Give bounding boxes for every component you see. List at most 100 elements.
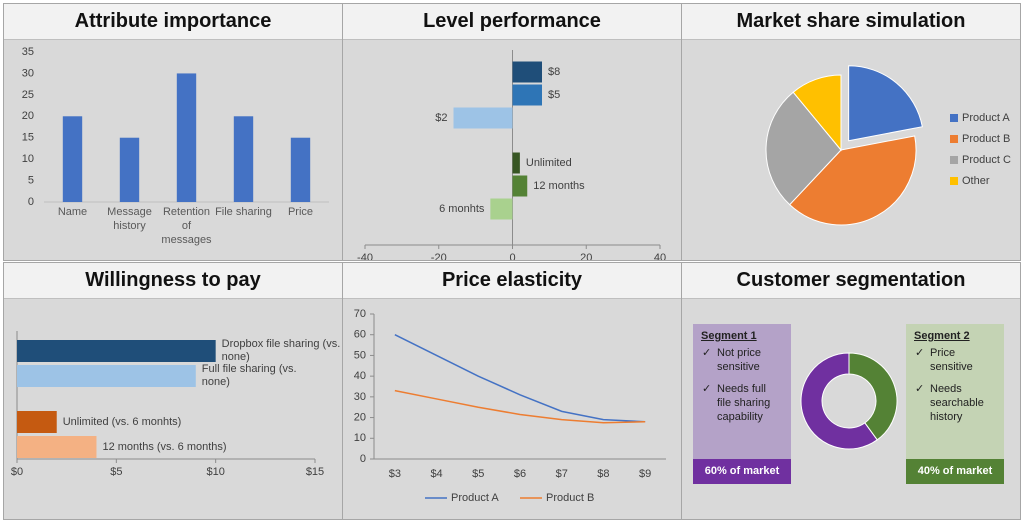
bar — [119, 137, 140, 202]
x-tick-label: $6 — [514, 468, 526, 480]
chart: Segment 1 Not price sensitive Needs full f… — [682, 299, 1020, 519]
label-box: Name — [58, 206, 87, 218]
chart: -40 -20 0 20 40 $8 $5 $2 Unlimited 12 months 6 mon… — [357, 50, 666, 260]
panel-title: Customer segmentation — [682, 263, 1020, 299]
label-box: 6 monhts — [414, 192, 484, 226]
label-box: Segment 1 Not price sensitive Needs full f… — [693, 324, 791, 484]
segment-point: Price sensitive — [915, 346, 996, 374]
label-wrap: 6 monhts — [414, 192, 484, 226]
label-box: $2 — [378, 101, 448, 135]
x-tick-label: Message history — [107, 206, 152, 232]
label-box: Price — [287, 206, 314, 218]
legend-label: Product A — [451, 492, 499, 504]
y-tick-label: 20 — [354, 411, 366, 423]
label-box: 12 months (vs. 6 months) — [102, 430, 227, 464]
segment-footer: 60% of market — [693, 459, 791, 484]
x-tick-label: $7 — [556, 468, 568, 480]
y-tick-label: 5 — [28, 174, 34, 186]
y-tick-label: 0 — [360, 453, 366, 465]
panel-title: Level performance — [343, 4, 681, 40]
legend-label: Product B — [962, 133, 1010, 145]
y-tick-label: 25 — [22, 89, 34, 101]
y-tick-label: 10 — [22, 153, 34, 165]
x-tick-label: $5 — [110, 466, 122, 478]
bar — [233, 116, 254, 202]
y-tick-label: 20 — [22, 110, 34, 122]
segment-box: Segment 2 Price sensitive Needs searchable… — [906, 324, 1004, 484]
y-tick-label: 50 — [354, 349, 366, 361]
x-tick-label: $5 — [472, 468, 484, 480]
bar — [62, 116, 83, 202]
bar — [512, 61, 542, 83]
label-box: Message history — [107, 206, 152, 232]
legend-label: Product C — [962, 154, 1011, 166]
label-wrap: 12 months — [533, 169, 603, 203]
chart: 0 10 20 30 40 50 60 70 $3 $4 $5 $6 $7 $8 $9 Product A Pr… — [354, 308, 666, 504]
segment-points: Not price sensitive Needs full file shari… — [693, 346, 791, 424]
chart: $0 $5 $10 $15 Dropbox file sharing (vs. none… — [11, 331, 341, 478]
bar — [17, 365, 196, 387]
panel: Level performance -40 -20 0 20 40 $8 $5 $2 Unlimi… — [342, 3, 682, 261]
segment-title: Segment 1 — [701, 330, 757, 342]
bar — [490, 198, 513, 220]
panel: Attribute importance 0 5 10 15 20 25 30 35 Name Me… — [3, 3, 343, 261]
label-wrap: $8 — [548, 55, 618, 89]
bar-label: $2 — [435, 111, 448, 124]
panel-title: Attribute importance — [4, 4, 342, 40]
x-tick-label: Price — [287, 206, 314, 218]
label-wrap: $2 — [378, 101, 448, 135]
x-tick-label: $4 — [430, 468, 442, 480]
series-line — [394, 389, 646, 424]
x-tick-label: 0 — [509, 252, 515, 260]
panel-title: Willingness to pay — [4, 263, 342, 299]
bar — [17, 411, 57, 433]
panel-title: Market share simulation — [682, 4, 1020, 40]
panel: Market share simulation Product A Product … — [681, 3, 1021, 261]
label-box: $8 — [548, 55, 618, 89]
panel: Willingness to pay $0 $5 $10 $15 Dropbox file… — [3, 262, 343, 520]
x-tick-label: -40 — [357, 252, 373, 260]
x-tick-label: File sharing — [215, 206, 272, 218]
legend-label: Other — [962, 175, 990, 187]
x-tick-label: $3 — [389, 468, 401, 480]
segment-footer: 40% of market — [906, 459, 1004, 484]
x-tick-label: Retention of messages — [161, 206, 212, 246]
bar — [512, 84, 542, 106]
label-box: $5 — [548, 89, 560, 101]
x-tick-label: 20 — [580, 252, 592, 260]
legend-swatch — [950, 177, 958, 185]
bar-label: Unlimited — [525, 156, 572, 169]
chart: Product A Product B Product C Other — [765, 65, 1011, 226]
y-tick-label: 60 — [354, 329, 366, 341]
panel-title: Price elasticity — [343, 263, 681, 299]
series-line — [394, 334, 646, 423]
bar — [290, 137, 311, 202]
bar-label: $8 — [548, 65, 561, 78]
legend-swatch — [950, 156, 958, 164]
segment-box: Segment 1 Not price sensitive Needs full f… — [693, 324, 791, 484]
bar — [453, 107, 513, 129]
bar-label: 12 months (vs. 6 months) — [102, 440, 227, 453]
legend-label: Product B — [546, 492, 594, 504]
segment-title: Segment 2 — [914, 330, 970, 342]
x-tick-label: $0 — [11, 466, 23, 478]
label-box: Dropbox file sharing (vs. none) — [222, 338, 341, 363]
bar — [17, 340, 216, 362]
y-tick-label: 15 — [22, 132, 34, 144]
bar-label: 12 months — [533, 179, 585, 192]
bar-label: Unlimited (vs. 6 monhts) — [62, 415, 182, 428]
label-wrap: Unlimited — [526, 146, 596, 180]
pie-slice — [792, 74, 842, 152]
segment-points: Price sensitive Needs searchable history — [906, 346, 1004, 424]
label-wrap: 12 months (vs. 6 months) — [102, 430, 227, 464]
bar — [17, 436, 97, 458]
panel: Customer segmentation Segment 1 Not price … — [681, 262, 1021, 520]
panel: Price elasticity 0 10 20 30 40 50 60 70 $3 $4 $5 $6 $… — [342, 262, 682, 520]
label-wrap: Unlimited (vs. 6 monhts) — [63, 405, 188, 439]
bar — [512, 175, 528, 197]
x-tick-label: $8 — [597, 468, 609, 480]
x-tick-label: $9 — [639, 468, 651, 480]
segment-point: Needs full file sharing capability — [702, 382, 783, 424]
label-wrap: Full file sharing (vs. none) — [202, 359, 327, 393]
label-box: 12 months — [533, 169, 603, 203]
